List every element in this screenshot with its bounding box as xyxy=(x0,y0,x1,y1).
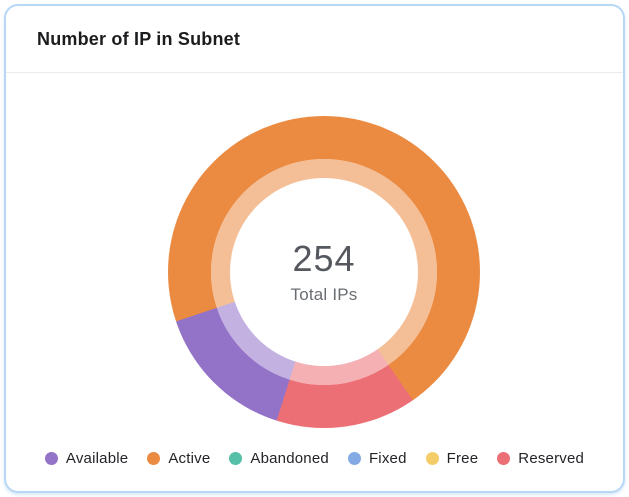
legend-label: Active xyxy=(168,450,211,467)
card-title: Number of IP in Subnet xyxy=(37,28,241,49)
legend-dot-available xyxy=(44,452,58,465)
legend-item-abandoned[interactable]: Abandoned xyxy=(229,450,329,467)
donut-chart: 254 Total IPs xyxy=(168,116,480,428)
legend-dot-abandoned xyxy=(229,452,243,465)
legend-label: Fixed xyxy=(368,450,407,467)
legend-item-free[interactable]: Free xyxy=(425,450,479,467)
legend-dot-reserved xyxy=(497,452,511,465)
legend-label: Free xyxy=(446,450,479,467)
legend-dot-active xyxy=(147,452,161,465)
donut-center: 254 Total IPs xyxy=(230,178,418,366)
legend-dot-fixed xyxy=(347,452,361,465)
card-header: Number of IP in Subnet xyxy=(6,6,623,73)
legend-label: Available xyxy=(65,450,129,467)
legend-label: Reserved xyxy=(518,450,585,467)
legend-item-active[interactable]: Active xyxy=(147,450,210,467)
legend-label: Abandoned xyxy=(250,450,329,467)
legend-item-available[interactable]: Available xyxy=(44,450,129,467)
legend-dot-free xyxy=(425,452,439,465)
total-ip-label: Total IPs xyxy=(290,285,358,305)
total-ip-count: 254 xyxy=(292,237,356,279)
ip-subnet-card: Number of IP in Subnet 254 Total IPs Ava… xyxy=(4,4,625,493)
chart-legend: Available Active Abandoned Fixed Free Reserve… xyxy=(6,450,623,467)
legend-item-fixed[interactable]: Fixed xyxy=(347,450,407,467)
legend-item-reserved[interactable]: Reserved xyxy=(497,450,584,467)
